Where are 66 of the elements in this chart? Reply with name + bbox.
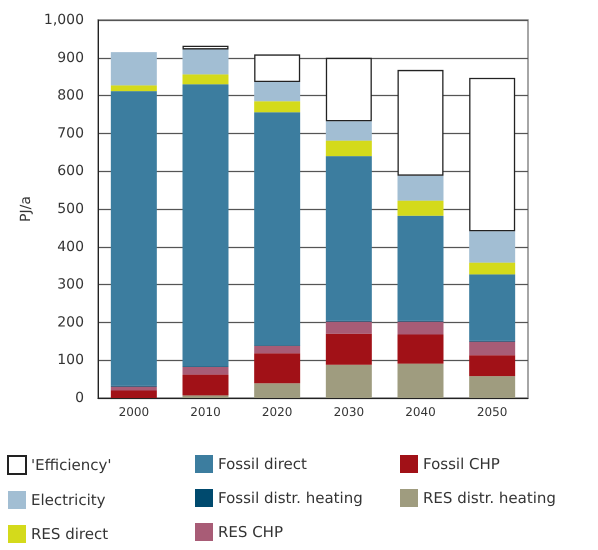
- x-tick-label: 2020: [262, 405, 292, 419]
- bar: [469, 78, 516, 232]
- y-tick-label: 100: [57, 352, 84, 368]
- bar: [326, 121, 372, 141]
- bar: [326, 322, 372, 334]
- bar: [469, 376, 516, 398]
- y-tick-label: 700: [57, 125, 84, 142]
- bar: [398, 176, 444, 201]
- bar: [254, 101, 300, 112]
- y-tick-label: 900: [57, 50, 84, 66]
- y-tick-label: 600: [57, 163, 84, 180]
- bar: [182, 74, 228, 84]
- bar: [469, 262, 516, 274]
- x-tick-label: 2050: [476, 405, 508, 419]
- bar: [398, 70, 444, 176]
- bar: [398, 216, 444, 321]
- bar: [326, 140, 372, 156]
- bar: [398, 364, 444, 398]
- bar: [326, 334, 372, 365]
- y-axis-title: PJ/a: [18, 196, 34, 222]
- x-tick-label: 2030: [334, 405, 364, 419]
- bar: [398, 200, 444, 216]
- bar: [469, 231, 516, 263]
- bar: [469, 342, 516, 356]
- y-tick-label: 300: [57, 276, 84, 293]
- bar: [110, 390, 157, 398]
- bar: [398, 322, 444, 334]
- bar: [469, 355, 516, 376]
- y-tick-label: 500: [57, 201, 84, 217]
- y-tick-label: 800: [57, 88, 84, 104]
- legend-label: RES distr. heating: [423, 489, 556, 507]
- y-tick-label: 1,000: [44, 12, 84, 28]
- bar: [469, 274, 516, 341]
- bar: [254, 112, 300, 346]
- bar: [182, 49, 228, 74]
- legend-label: Fossil CHP: [423, 455, 500, 473]
- legend-label: Electricity: [31, 491, 106, 509]
- bar: [110, 85, 157, 92]
- bar: [254, 82, 300, 102]
- bar: [398, 334, 444, 364]
- x-tick-label: 2000: [118, 405, 150, 419]
- x-tick-label: 2010: [190, 405, 221, 419]
- bar: [326, 58, 372, 122]
- legend-label: Fossil distr. heating: [218, 489, 363, 507]
- y-tick-label: 200: [57, 314, 84, 330]
- legend-label: RES direct: [31, 525, 108, 543]
- bar: [254, 346, 300, 354]
- legend-label: Fossil direct: [218, 455, 308, 473]
- bar: [110, 386, 157, 390]
- bar: [182, 367, 228, 375]
- x-tick-label: 2040: [405, 405, 436, 419]
- bar: [182, 374, 228, 396]
- bar: [110, 91, 157, 386]
- bar: [182, 46, 228, 50]
- bar: [182, 395, 228, 398]
- y-tick-label: 0: [75, 390, 84, 406]
- bar: [326, 364, 372, 398]
- legend-label: 'Efficiency': [31, 456, 112, 474]
- bar: [110, 52, 157, 86]
- bar: [254, 383, 300, 398]
- y-tick-label: 400: [57, 238, 84, 255]
- bar: [254, 353, 300, 384]
- bar: [326, 156, 372, 321]
- legend-label: RES CHP: [218, 523, 283, 541]
- bar: [182, 84, 228, 366]
- bar: [254, 54, 300, 82]
